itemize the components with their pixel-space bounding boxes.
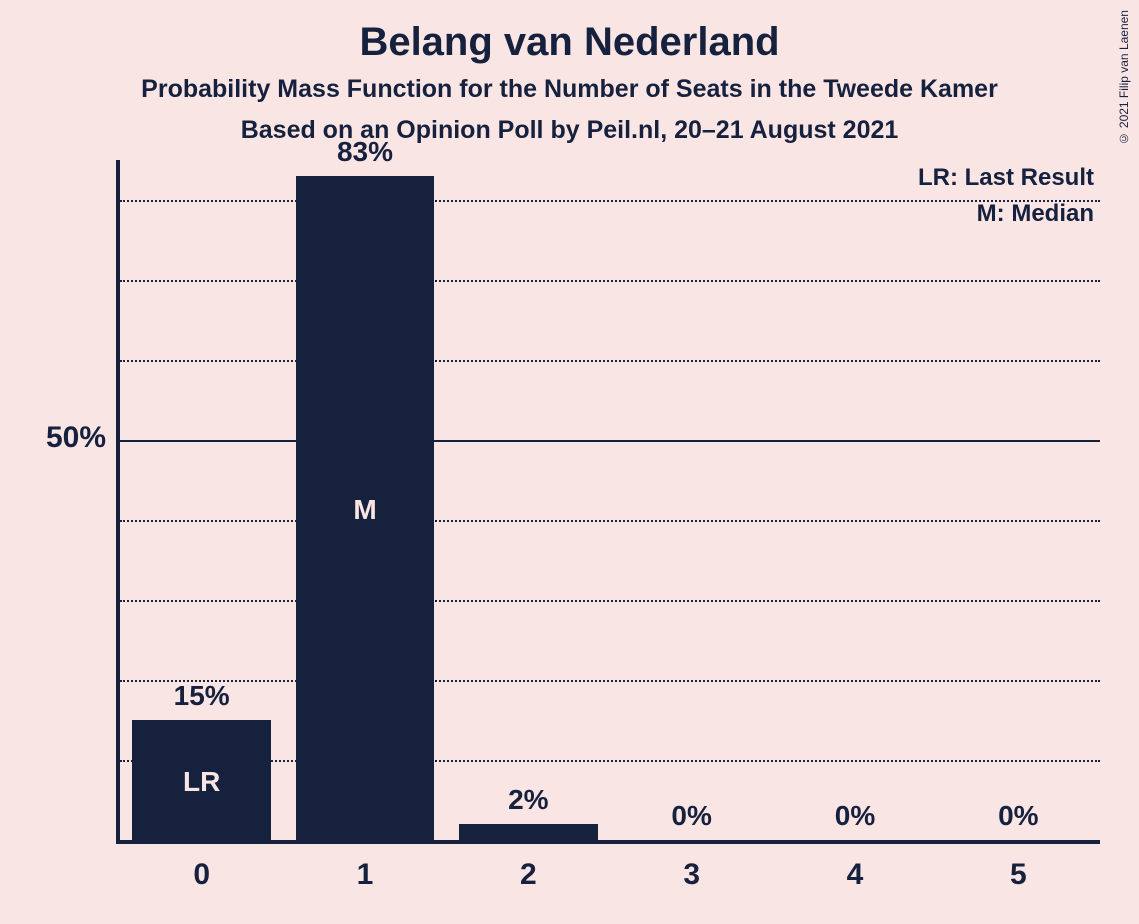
legend-m: M: Median (977, 200, 1094, 228)
bar-value-label: 2% (447, 784, 610, 816)
gridline (120, 360, 1100, 362)
gridline (120, 200, 1100, 202)
bar-value-label: 15% (120, 680, 283, 712)
x-tick-label: 0 (120, 858, 283, 892)
x-tick-label: 2 (447, 858, 610, 892)
gridline (120, 520, 1100, 522)
bar (459, 824, 598, 840)
y-axis-label: 50% (46, 421, 106, 455)
chart-plot-area: 50%15%LR083%M12%20%30%40%5LR: Last Resul… (0, 0, 1139, 924)
gridline (120, 280, 1100, 282)
bar-inner-label: M (296, 494, 435, 526)
bar-inner-label: LR (132, 766, 271, 798)
y-axis (116, 160, 120, 840)
x-tick-label: 1 (283, 858, 446, 892)
bar-value-label: 0% (610, 800, 773, 832)
legend-lr: LR: Last Result (918, 164, 1094, 192)
x-tick-label: 3 (610, 858, 773, 892)
bar-value-label: 83% (283, 136, 446, 168)
bar-value-label: 0% (773, 800, 936, 832)
x-axis (116, 840, 1100, 844)
bar-value-label: 0% (937, 800, 1100, 832)
x-tick-label: 4 (773, 858, 936, 892)
gridline (120, 440, 1100, 442)
x-tick-label: 5 (937, 858, 1100, 892)
gridline (120, 600, 1100, 602)
